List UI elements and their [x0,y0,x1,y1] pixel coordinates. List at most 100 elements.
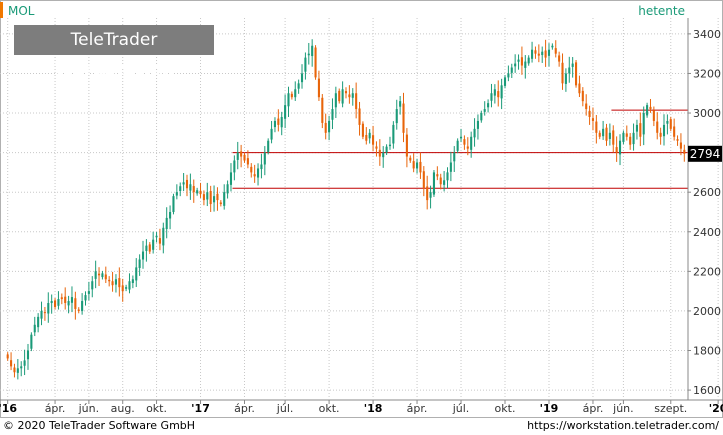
candle-body [297,83,300,89]
candle-body [284,105,287,119]
candle-body [341,89,344,104]
candle-body [118,278,121,288]
x-tick-label: júl. [276,402,294,415]
logo-text-bold: WorkStation [54,60,174,80]
grid-layer [0,18,719,398]
candle-body [361,123,364,137]
candle-body [94,271,97,279]
candle-body [165,217,168,229]
candle-body [206,192,209,200]
candle-body [111,281,114,286]
candle-body [517,59,520,62]
candle-body [368,132,371,139]
x-tick-label: jún. [78,402,100,415]
candle-body [324,122,327,133]
candle-body [280,116,283,128]
candle-body [47,303,50,314]
candle-body [422,171,425,189]
candle-body [581,90,584,102]
candle-body [365,134,368,141]
candle-body [304,57,307,72]
candle-body [192,186,195,193]
candle-body [260,164,263,170]
candle-body [385,146,388,153]
candle-body [639,123,642,137]
candle-body [524,61,527,68]
candle-body [571,63,574,67]
candle-body [213,196,216,203]
candle-body [588,110,591,117]
candle-body [602,128,605,137]
candle-body [507,73,510,78]
teletrader-logo: TeleTrader WorkStation [14,25,214,80]
candle-body [287,93,290,107]
candle-body [148,244,151,252]
candle-body [328,120,331,133]
candle-body [331,109,334,120]
candle-body [476,120,479,129]
symbol-label[interactable]: MOL [8,4,35,18]
candle-body [223,192,226,206]
price-chart: 1600180020002200240026002800300032003400… [0,0,723,418]
y-tick-label: 3200 [693,67,721,80]
candle-body [270,128,273,140]
candle-body [74,298,77,309]
x-tick-label: '18 [364,402,383,415]
candle-body [527,57,530,64]
candle-body [229,172,233,185]
candle-body [598,132,601,137]
candle-body [470,136,473,150]
candle-body [104,274,107,280]
candle-body [246,158,249,165]
candle-body [415,162,419,169]
last-price-label: 2794 [690,147,721,161]
candle-body [351,93,354,98]
candle-body [40,310,43,319]
candle-body [612,130,615,145]
candle-body [642,113,645,135]
candle-body [243,154,246,161]
candle-body [37,316,40,328]
candle-body [91,281,94,290]
candle-body [635,124,638,132]
candle-body [534,50,537,54]
candle-body [233,160,236,173]
candle-body [267,140,270,153]
candle-body [16,368,19,373]
candle-body [412,161,415,169]
candle-body [483,109,486,112]
candle-body [449,162,452,172]
candle-body [493,89,496,96]
candle-body [67,301,70,306]
candle-body [344,91,348,94]
x-tick-label: '19 [540,402,559,415]
candle-body [656,121,659,133]
candle-body [405,134,408,157]
candle-body [683,149,686,154]
footer-url[interactable]: https://workstation.teletrader.com/ [527,419,719,432]
candle-body [108,279,111,282]
candle-body [375,146,378,149]
candle-body [585,103,588,110]
candle-body [358,108,361,125]
candle-body [453,152,456,162]
candle-body [547,49,551,56]
candle-body [33,324,36,333]
logo-text-light: TeleTrader [70,30,158,50]
candle-body [307,53,310,56]
candle-body [43,312,46,314]
period-label[interactable]: hetente [638,4,685,18]
candle-body [439,177,442,185]
candle-body [202,194,205,201]
x-tick-label: okt. [495,402,516,415]
candle-body [456,140,459,151]
candle-body [372,135,375,145]
candle-body [60,297,63,300]
candle-body [23,360,26,366]
candle-body [378,149,381,157]
candle-body [87,291,90,294]
candle-body [392,124,395,144]
candle-body [463,139,466,145]
candle-body [84,295,87,301]
candle-body [10,360,13,367]
